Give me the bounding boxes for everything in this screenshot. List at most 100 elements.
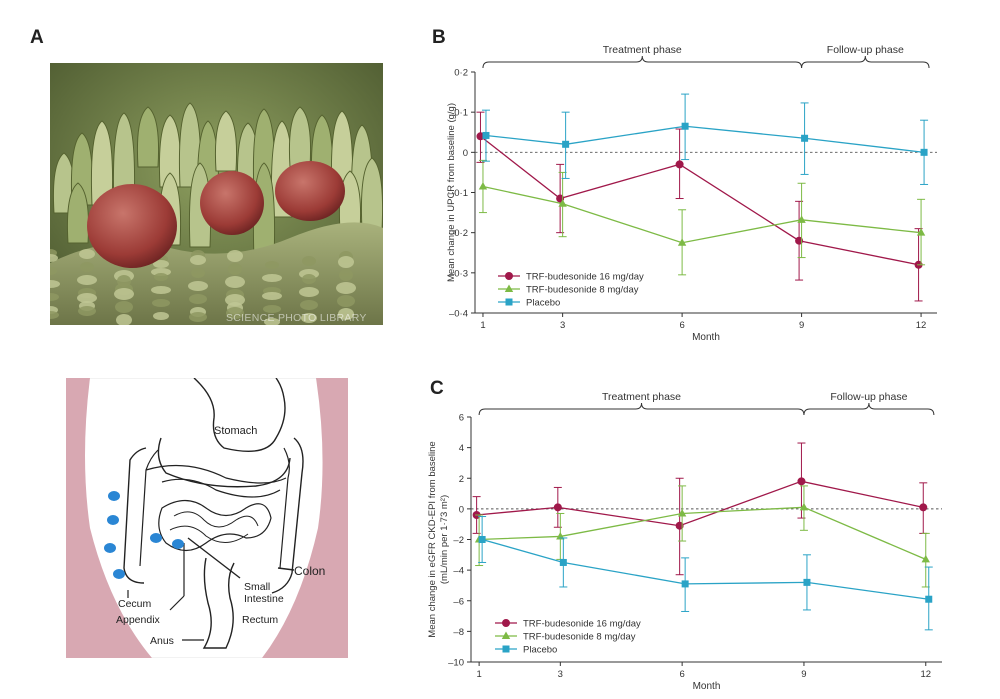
legend-label: Placebo (523, 645, 557, 656)
label-small-intestine-2: Intestine (244, 593, 284, 605)
surface-cell (77, 293, 97, 303)
legend-marker (504, 284, 514, 292)
y-tick-label: 0 (459, 504, 464, 515)
y-tick-label: –4 (453, 566, 464, 577)
data-point (675, 160, 684, 169)
surface-cell (225, 276, 245, 288)
surface-cell (50, 311, 59, 319)
surface-cell (153, 260, 169, 268)
label-colon: Colon (294, 564, 325, 578)
y-tick-label: 6 (459, 413, 464, 424)
label-rectum: Rectum (242, 614, 278, 626)
series-line (485, 125, 925, 153)
label-anus: Anus (150, 635, 174, 647)
data-point (801, 134, 809, 142)
left-body-wall (66, 378, 152, 658)
y-tick-label: 4 (459, 443, 464, 454)
y-tick-label: 0 (463, 148, 468, 159)
digestive-tract-diagram: Stomach Colon Small Intestine Cecum Appe… (66, 378, 348, 658)
y-tick-label: 0·2 (454, 68, 468, 79)
surface-cell (50, 280, 60, 288)
rectum-outline (202, 557, 235, 649)
label-appendix: Appendix (116, 614, 161, 626)
surface-cell (263, 305, 281, 313)
data-point (476, 132, 485, 141)
red-cell-2 (200, 171, 264, 235)
x-axis-label: Month (692, 332, 720, 343)
data-point (562, 140, 570, 148)
series-line (482, 185, 922, 244)
villus (90, 120, 114, 206)
surface-cell (191, 268, 205, 278)
legend-marker (501, 631, 511, 639)
x-tick-label: 1 (476, 669, 481, 680)
data-point (795, 236, 804, 245)
villus (360, 157, 383, 231)
y-axis-label: Mean change in UPCR from baseline (g/g) (446, 103, 457, 282)
surface-cell (151, 268, 171, 276)
surface-cell (262, 274, 282, 282)
inflammation-dot (107, 515, 119, 525)
villus (288, 106, 312, 168)
data-point (925, 595, 933, 603)
data-point (478, 181, 488, 190)
data-point (919, 503, 928, 512)
epithelium-surface (50, 249, 356, 325)
label-cecum: Cecum (118, 598, 152, 610)
red-cell-1 (87, 184, 177, 268)
data-point (799, 502, 809, 511)
panel-letter-c: C (430, 378, 444, 399)
x-tick-label: 12 (920, 669, 931, 680)
phase-label: Treatment phase (603, 44, 682, 56)
data-point (559, 558, 567, 566)
label-stomach: Stomach (214, 425, 257, 437)
y-tick-label: –0·1 (449, 188, 468, 199)
surface-cell (116, 314, 132, 325)
data-point (916, 228, 926, 236)
legend-label: TRF-budesonide 8 mg/day (526, 285, 639, 296)
phase-brace (482, 55, 803, 69)
red-cell-3 (275, 161, 345, 221)
data-point (681, 580, 689, 588)
phase-label: Follow-up phase (827, 44, 904, 56)
data-point (803, 578, 811, 586)
panel-letter-b: B (432, 27, 446, 48)
x-tick-label: 3 (558, 669, 563, 680)
data-point (677, 508, 687, 517)
y-tick-label: –6 (453, 596, 464, 607)
surface-cell (79, 249, 95, 259)
y-tick-label: –10 (448, 658, 464, 669)
label-small-intestine-1: Small (244, 581, 270, 593)
y-tick-label: –2 (453, 535, 464, 546)
surface-cell (264, 318, 280, 325)
series-line (479, 506, 927, 561)
data-point (920, 148, 928, 156)
panel-letter-a: A (30, 27, 44, 48)
surface-cell (188, 281, 208, 291)
y-axis-label: Mean change in eGFR CKD-EPI from baselin… (427, 441, 438, 637)
surface-cell (301, 313, 317, 323)
villus (214, 110, 238, 172)
legend-label: Placebo (526, 298, 560, 309)
x-tick-label: 6 (679, 669, 684, 680)
villus (136, 106, 160, 168)
data-point (558, 199, 567, 207)
surface-cell (190, 255, 206, 265)
surface-cell (50, 254, 58, 262)
chart-c-egfr: Treatment phase Follow-up phase 6 4 2 0 –2 –4 –6… (427, 391, 942, 692)
legend-label: TRF-budesonide 8 mg/day (523, 632, 636, 643)
surface-cell (262, 292, 282, 300)
data-point (482, 131, 490, 139)
surface-cell (338, 256, 354, 268)
phase-brace (803, 402, 935, 416)
surface-cell (114, 288, 134, 300)
surface-cell (189, 312, 207, 322)
surface-cell (265, 261, 279, 269)
inflammation-dot (104, 543, 116, 553)
x-axis-label: Month (693, 681, 721, 692)
surface-cell (225, 294, 245, 306)
x-tick-label: 6 (679, 320, 684, 331)
surface-cell (189, 294, 207, 304)
surface-cell (154, 273, 168, 281)
surface-cell (336, 282, 356, 294)
